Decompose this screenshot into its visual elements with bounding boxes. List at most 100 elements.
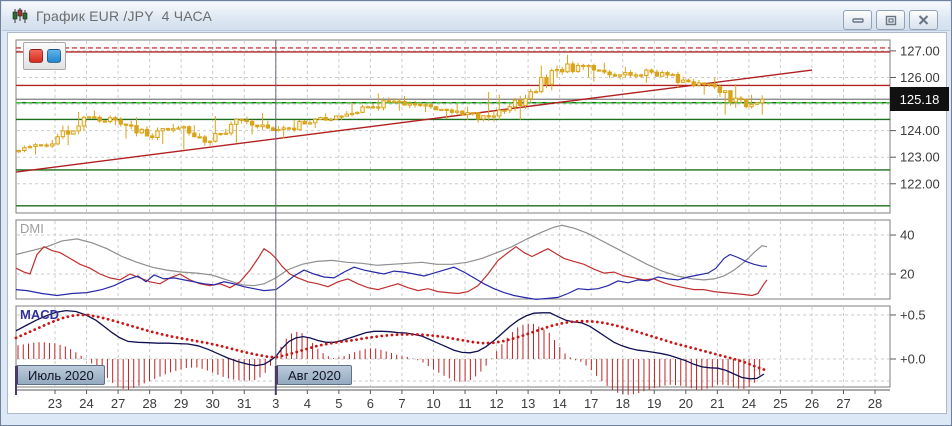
candle [123, 123, 129, 139]
candle-body [360, 106, 365, 113]
candle-body [444, 108, 449, 112]
candle [171, 123, 176, 133]
time-axis-label: 24 [79, 396, 93, 411]
candle-body [497, 109, 502, 117]
candle-body [365, 106, 371, 109]
candle [65, 125, 71, 146]
candle [433, 106, 439, 111]
candle [176, 125, 181, 130]
month-button-july[interactable]: Июль 2020 [16, 365, 105, 385]
candle [686, 78, 691, 83]
candle [675, 71, 681, 89]
candle-body [50, 143, 55, 147]
candle-body [228, 123, 234, 134]
candle [475, 112, 481, 123]
red-tool-button[interactable] [28, 49, 43, 63]
candle [155, 127, 160, 141]
chart-canvas[interactable]: 23 24 27 28 29 30 31 3 4 5 6 7 10 11 12 13 14 17 18 19 20 21 2… [8, 33, 948, 415]
candle [581, 63, 586, 70]
candle [255, 124, 260, 129]
candle [391, 97, 397, 104]
candle-body [570, 63, 575, 72]
candle [659, 70, 665, 77]
macd-panel-label: MACD [20, 307, 59, 322]
time-axis-label: 19 [647, 396, 661, 411]
candle-body [628, 71, 633, 76]
candle [22, 145, 27, 153]
candle [633, 72, 639, 79]
candle-body [454, 110, 460, 113]
candle [213, 116, 218, 143]
candle [107, 115, 113, 124]
candle [286, 126, 292, 130]
restore-button[interactable] [876, 10, 905, 30]
candle-body [512, 99, 518, 108]
candle-body [265, 124, 271, 129]
candle-body [186, 126, 192, 134]
candle-body [638, 74, 644, 77]
time-axis-label: 23 [48, 396, 62, 411]
time-axis-label: 3 [272, 396, 279, 411]
candle [707, 83, 712, 87]
candle [76, 112, 81, 135]
candle-body [234, 118, 239, 125]
candle [134, 117, 139, 137]
candle [27, 144, 33, 149]
candle-body [86, 116, 92, 119]
candle [297, 120, 302, 131]
candle-body [712, 83, 717, 88]
candle-body [596, 69, 602, 72]
candle [533, 89, 539, 94]
price-axis-label: 127.00 [900, 43, 940, 58]
candle-body [402, 100, 407, 106]
month-button-august[interactable]: Авг 2020 [276, 365, 352, 385]
time-axis-label: 5 [335, 396, 342, 411]
panel-border-macd [15, 305, 891, 388]
candle-body [481, 115, 486, 120]
candle [160, 128, 165, 144]
candle-body [423, 104, 428, 107]
candle-body [318, 117, 323, 120]
price-axis-label: 124.00 [900, 123, 940, 138]
candle [497, 94, 502, 120]
candle-body [286, 127, 292, 130]
time-axis-label: 29 [174, 396, 188, 411]
price-axis-label: 122.00 [900, 176, 940, 191]
candle [386, 97, 391, 103]
candle [491, 110, 497, 122]
candle-body [744, 99, 749, 108]
candle [397, 98, 402, 111]
candle-body [71, 130, 76, 135]
candle [302, 119, 307, 125]
candle [402, 96, 407, 106]
price-axis-label: 126.00 [900, 70, 940, 85]
candle [681, 76, 686, 83]
candle [118, 117, 123, 127]
candle-body [202, 136, 208, 143]
blue-tool-button[interactable] [46, 49, 61, 63]
candle-body [612, 74, 618, 77]
candle [481, 115, 486, 122]
macd-axis-label: +0.5 [900, 307, 926, 322]
candle-body [533, 91, 539, 94]
candle [470, 112, 476, 116]
candle [244, 116, 250, 125]
dmi-axis-label: 40 [900, 228, 914, 243]
window-title: График EUR /JPY 4 ЧАСА [36, 8, 213, 24]
candle [638, 73, 644, 78]
candle [349, 102, 355, 117]
close-button[interactable] [909, 10, 938, 30]
candle [281, 125, 286, 139]
candles-group [16, 54, 765, 155]
candle-body [470, 112, 476, 115]
candle-body [181, 126, 187, 129]
minimize-button[interactable] [843, 10, 872, 30]
candle [334, 115, 339, 120]
candle [365, 105, 371, 109]
candle-body [150, 135, 155, 138]
candle [744, 98, 749, 109]
candle-body [460, 110, 465, 116]
candle-body [439, 108, 444, 112]
dmi-line-minusDI [15, 253, 767, 301]
